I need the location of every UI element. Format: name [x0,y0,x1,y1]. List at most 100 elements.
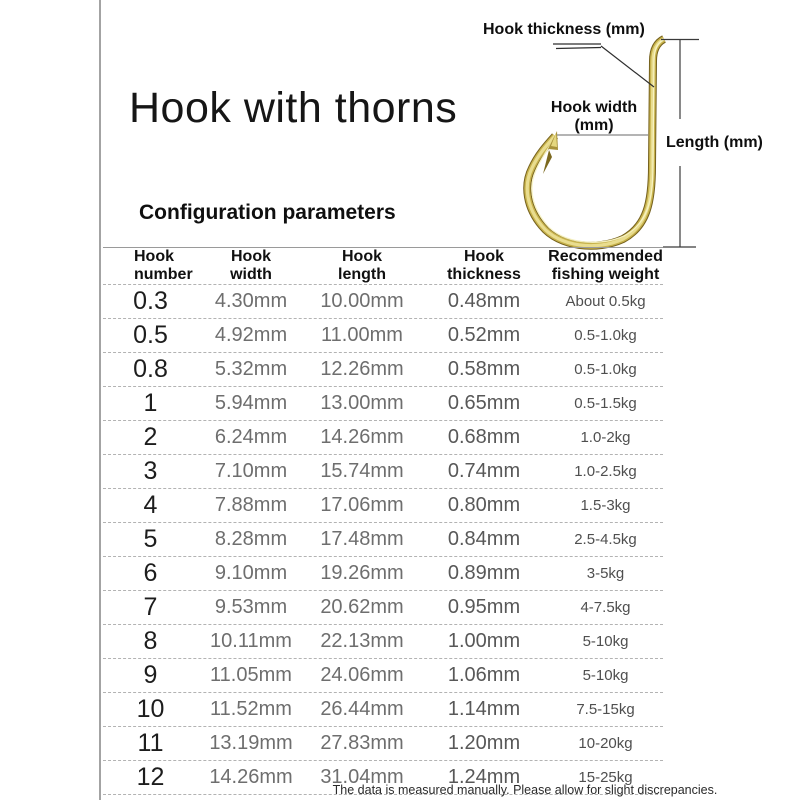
hook-width-cell: 11.52mm [210,698,292,720]
hook-number-cell: 5 [143,525,158,553]
hook-number-cell: 4 [143,491,158,519]
hook-thickness-cell: 0.74mm [447,460,521,482]
table-row: 8 10.11mm 22.13mm 1.00mm 5-10kg [103,625,663,659]
hook-length-cell: 14.26mm [320,426,404,448]
column-header: Hook number [134,248,193,283]
fishing-weight-cell: 1.0-2.5kg [574,463,637,480]
hook-number-cell: 8 [143,627,158,655]
hook-thickness-cell: 0.58mm [447,358,521,380]
hook-width-cell: 9.53mm [214,596,288,618]
fishing-weight-cell: 2.5-4.5kg [574,531,637,548]
hook-length-cell: 31.04mm [320,766,404,788]
fishing-weight-cell: 5-10kg [582,667,629,684]
hook-number-cell: 0.3 [133,287,168,315]
page-title: Hook with thorns [129,84,458,132]
hook-thickness-cell: 0.80mm [447,494,521,516]
table-row: 12 14.26mm 31.04mm 1.24mm 15-25kg [103,761,663,795]
hook-number-cell: 6 [143,559,158,587]
hook-number-cell: 2 [143,423,158,451]
column-header: Hook length [338,248,386,283]
fishing-weight-cell: 0.5-1.0kg [574,327,637,344]
fishing-hook-diagram [523,35,699,250]
hook-thickness-cell: 1.06mm [447,664,521,686]
hook-thickness-cell: 0.89mm [447,562,521,584]
hook-number-cell: 1 [143,389,158,417]
hook-width-cell: 10.11mm [210,630,292,652]
hook-length-cell: 17.06mm [320,494,404,516]
column-header: Hook width [230,248,272,283]
table-row: 11 13.19mm 27.83mm 1.20mm 10-20kg [103,727,663,761]
hook-length-cell: 19.26mm [320,562,404,584]
section-heading: Configuration parameters [139,201,396,224]
hook-thickness-cell: 1.24mm [447,766,521,788]
hook-number-cell: 0.8 [133,355,168,383]
hook-number-cell: 0.5 [133,321,168,349]
fishing-weight-cell: 1.0-2kg [580,429,631,446]
left-divider-line [99,0,101,800]
hook-length-cell: 10.00mm [320,290,404,312]
hook-length-cell: 24.06mm [320,664,404,686]
fishing-weight-cell: 1.5-3kg [580,497,631,514]
hook-width-cell: 6.24mm [214,426,288,448]
fishing-weight-cell: 10-20kg [578,735,633,752]
hook-number-cell: 12 [136,763,165,791]
hook-number-cell: 7 [143,593,158,621]
table-row: 1 5.94mm 13.00mm 0.65mm 0.5-1.5kg [103,387,663,421]
hook-width-label-line1: Hook width [550,99,638,116]
hook-length-cell: 22.13mm [320,630,404,652]
hook-thickness-cell: 0.48mm [447,290,521,312]
hook-thickness-cell: 1.20mm [447,732,521,754]
hook-length-cell: 17.48mm [320,528,404,550]
table-row: 6 9.10mm 19.26mm 0.89mm 3-5kg [103,557,663,591]
hook-width-cell: 4.30mm [214,290,288,312]
hook-thickness-cell: 0.65mm [447,392,521,414]
table-row: 5 8.28mm 17.48mm 0.84mm 2.5-4.5kg [103,523,663,557]
column-header: Recommended fishing weight [548,248,663,283]
fishing-weight-cell: 7.5-15kg [576,701,635,718]
table-row: 9 11.05mm 24.06mm 1.06mm 5-10kg [103,659,663,693]
table-row: 7 9.53mm 20.62mm 0.95mm 4-7.5kg [103,591,663,625]
fishing-weight-cell: 0.5-1.5kg [574,395,637,412]
hook-thickness-cell: 0.52mm [447,324,521,346]
length-bracket [661,38,699,248]
fishing-weight-cell: 5-10kg [582,633,629,650]
table-row: 0.3 4.30mm 10.00mm 0.48mm About 0.5kg [103,285,663,319]
hook-width-cell: 14.26mm [209,766,293,788]
hook-width-cell: 9.10mm [214,562,288,584]
hook-thickness-cell: 0.68mm [447,426,521,448]
hook-illustration [523,35,667,250]
hook-length-cell: 13.00mm [320,392,404,414]
hook-length-cell: 26.44mm [320,698,404,720]
fishing-weight-cell: 15-25kg [578,769,633,786]
hook-width-label: Hook width (mm) [541,99,647,134]
hook-width-cell: 4.92mm [214,324,288,346]
hook-number-cell: 11 [137,729,164,757]
table-row: 0.8 5.32mm 12.26mm 0.58mm 0.5-1.0kg [103,353,663,387]
hook-thickness-label: Hook thickness (mm) [483,21,645,38]
hook-thickness-cell: 1.14mm [447,698,521,720]
hook-thickness-cell: 1.00mm [447,630,521,652]
hook-number-cell: 9 [143,661,158,689]
hook-number-cell: 3 [143,457,158,485]
fishing-weight-cell: 4-7.5kg [580,599,631,616]
table-row: 10 11.52mm 26.44mm 1.14mm 7.5-15kg [103,693,663,727]
thickness-callout [553,43,655,88]
table-row: 2 6.24mm 14.26mm 0.68mm 1.0-2kg [103,421,663,455]
hook-width-cell: 5.32mm [214,358,288,380]
fishing-weight-cell: 3-5kg [586,565,625,582]
hook-width-cell: 7.10mm [214,460,288,482]
hook-length-cell: 27.83mm [320,732,404,754]
column-header: Hook thickness [447,248,521,283]
table-row: 0.5 4.92mm 11.00mm 0.52mm 0.5-1.0kg [103,319,663,353]
footer-note: The data is measured manually. Please al… [332,783,718,797]
hook-number-cell: 10 [136,695,165,723]
hook-length-cell: 11.00mm [321,324,403,346]
hook-width-cell: 8.28mm [214,528,288,550]
table-header-row: Hook number Hook width Hook length Hook thickne… [103,247,663,285]
hook-width-cell: 7.88mm [214,494,288,516]
hook-width-cell: 13.19mm [209,732,293,754]
hook-barb [543,150,552,174]
table-row: 3 7.10mm 15.74mm 0.74mm 1.0-2.5kg [103,455,663,489]
hook-length-cell: 15.74mm [320,460,404,482]
